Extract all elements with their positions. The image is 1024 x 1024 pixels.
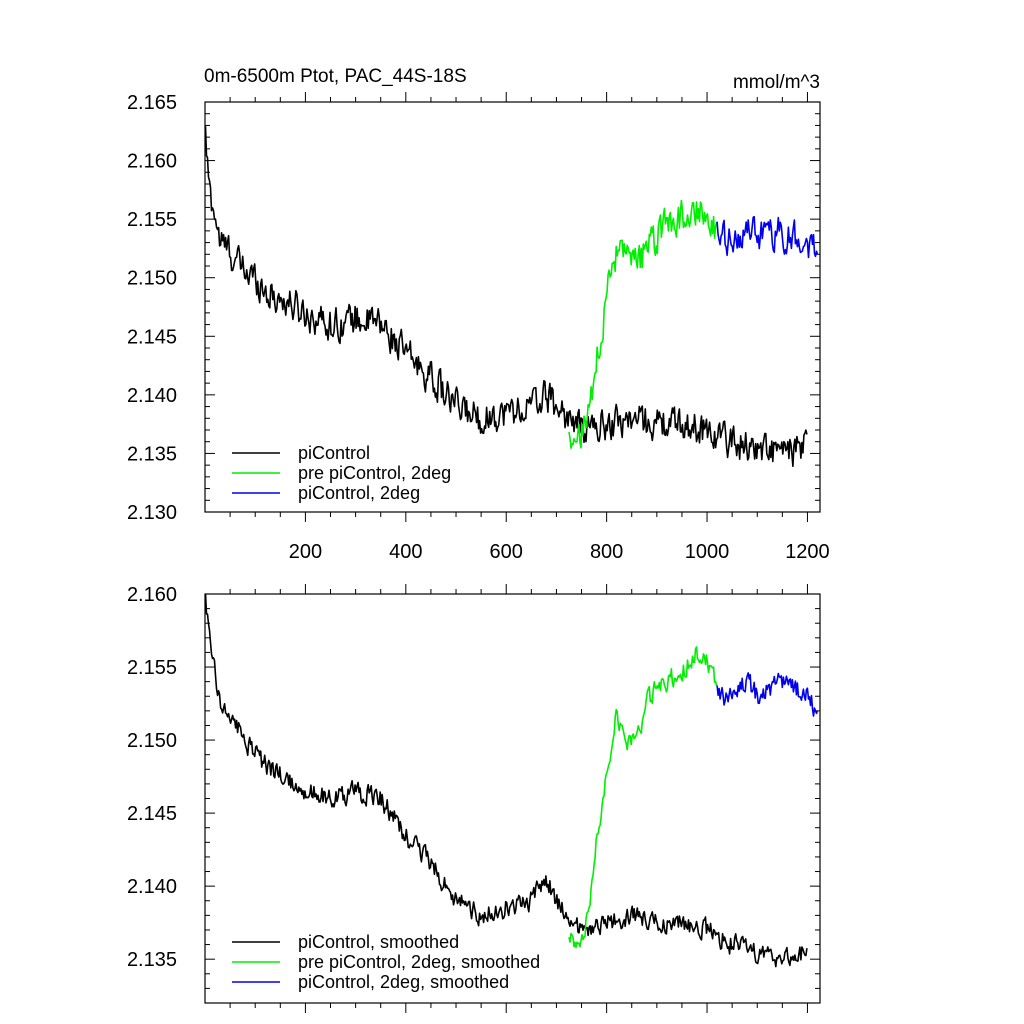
y-tick-label: 2.145 [127,326,177,348]
series-line-3 [716,215,819,259]
bottom-panel: 2.135 2.140 2.145 2.150 2.155 2.160 piControl,… [127,584,821,1013]
series-line-2 [568,646,718,949]
x-tick-label: 600 [490,541,523,563]
y-tick-label: 2.145 [127,803,177,825]
legend-label: piControl, 2deg [298,483,420,503]
series-line-1 [205,594,808,968]
x-tick-label: 800 [590,541,623,563]
y-tick-label: 2.155 [127,209,177,231]
legend-label: piControl [298,443,370,463]
series-line-1 [205,126,808,468]
y-tick-label: 2.140 [127,876,177,898]
legend-label: pre piControl, 2deg [298,463,451,483]
legend-label: piControl, smoothed [298,932,459,952]
y-tick-label: 2.160 [127,584,177,606]
series-line-2 [568,199,718,450]
y-tick-label: 2.155 [127,657,177,679]
x-tick-label: 1000 [685,541,730,563]
series-line-3 [716,672,819,717]
y-tick-label: 2.130 [127,502,177,524]
top-panel: 0m-6500m Ptot, PAC_44S-18S mmol/m^3 2.13… [127,66,830,563]
x-tick-label: 1200 [785,541,830,563]
y-tick-label: 2.165 [127,92,177,114]
chart-title: 0m-6500m Ptot, PAC_44S-18S [204,66,467,87]
y-tick-label: 2.150 [127,268,177,290]
y-tick-label: 2.140 [127,385,177,407]
y-tick-label: 2.135 [127,949,177,971]
units-label: mmol/m^3 [733,72,820,93]
x-tick-label: 200 [289,541,322,563]
legend-label: pre piControl, 2deg, smoothed [298,952,540,972]
y-tick-label: 2.160 [127,151,177,173]
legend-label: piControl, 2deg, smoothed [298,972,509,992]
plot-frame [204,101,821,513]
y-tick-label: 2.150 [127,730,177,752]
x-tick-label: 400 [389,541,422,563]
y-tick-label: 2.135 [127,443,177,465]
